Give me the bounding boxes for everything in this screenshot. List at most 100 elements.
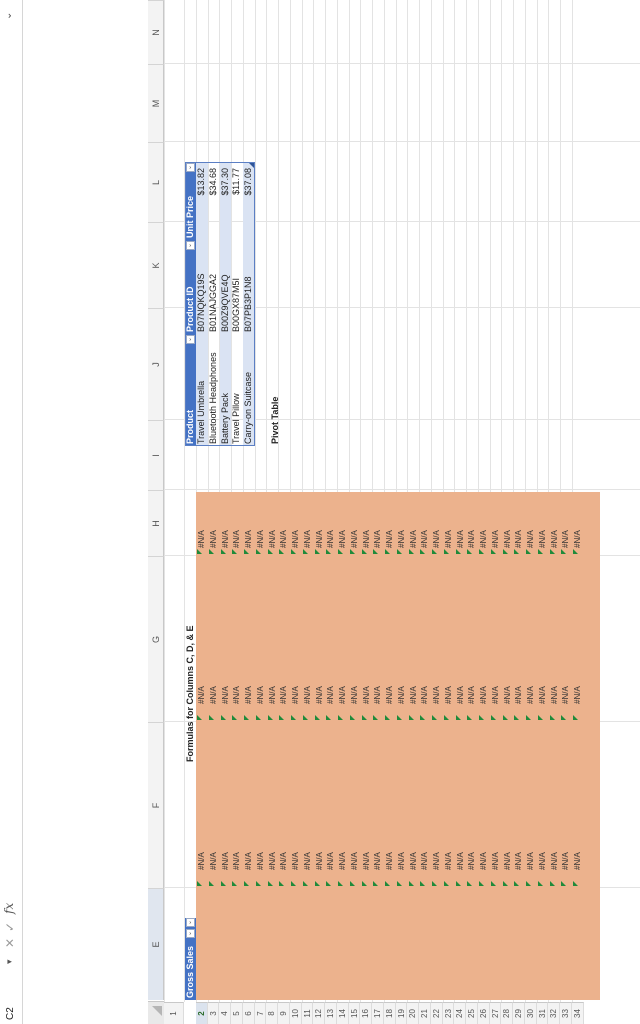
na-cell[interactable]: #N/A (432, 852, 441, 870)
na-cell[interactable]: #N/A (302, 530, 312, 548)
na-cell[interactable]: #N/A (455, 530, 465, 548)
na-cell[interactable]: #N/A (267, 686, 277, 704)
na-cell[interactable]: #N/A (314, 530, 324, 548)
na-cell[interactable]: #N/A (408, 686, 418, 704)
na-cell[interactable]: #N/A (255, 530, 265, 548)
column-header-j[interactable]: J (148, 308, 164, 420)
na-cell[interactable]: #N/A (396, 686, 406, 704)
na-cell[interactable]: #N/A (561, 530, 571, 548)
na-cell[interactable]: #N/A (537, 852, 547, 870)
row-header-2[interactable]: 2 (195, 1002, 208, 1024)
row-header-10[interactable]: 10 (289, 1002, 302, 1024)
na-cell[interactable]: #N/A (373, 686, 383, 704)
na-cell[interactable]: #N/A (267, 530, 277, 548)
na-cell[interactable]: #N/A (408, 852, 418, 870)
name-box[interactable]: C2 (5, 1007, 16, 1020)
column-header-g[interactable]: G (148, 556, 164, 722)
na-cell[interactable]: #N/A (291, 686, 300, 704)
na-cell[interactable]: #N/A (373, 530, 383, 548)
na-cell[interactable]: #N/A (255, 686, 265, 704)
na-cell[interactable]: #N/A (279, 686, 289, 704)
row-header-6[interactable]: 6 (242, 1002, 255, 1024)
na-cell[interactable]: #N/A (396, 530, 406, 548)
na-cell[interactable]: #N/A (326, 530, 336, 548)
na-cell[interactable]: #N/A (479, 686, 488, 704)
row-header-12[interactable]: 12 (313, 1002, 325, 1024)
na-cell[interactable]: #N/A (432, 530, 441, 548)
na-cell[interactable]: #N/A (244, 530, 253, 548)
na-cell[interactable]: #N/A (291, 530, 300, 548)
na-cell[interactable]: #N/A (490, 686, 500, 704)
column-header-f[interactable]: F (148, 722, 164, 888)
na-cell[interactable]: #N/A (526, 530, 535, 548)
row-header-13[interactable]: 13 (325, 1002, 337, 1024)
row-header-8[interactable]: 8 (266, 1002, 278, 1024)
na-cell[interactable]: #N/A (537, 530, 547, 548)
enter-icon[interactable]: ✓ (3, 921, 17, 932)
na-cell[interactable]: #N/A (514, 852, 524, 870)
na-cell[interactable]: #N/A (208, 530, 218, 548)
row-header-9[interactable]: 9 (278, 1002, 290, 1024)
na-cell[interactable]: #N/A (267, 852, 277, 870)
table-resize-handle-icon[interactable] (248, 163, 254, 168)
na-cell[interactable]: #N/A (455, 686, 465, 704)
na-cell[interactable]: #N/A (314, 852, 324, 870)
na-cell[interactable]: #N/A (502, 686, 512, 704)
na-cell[interactable]: #N/A (549, 530, 559, 548)
column-header-n[interactable]: N (148, 0, 164, 64)
na-cell[interactable]: #N/A (385, 530, 394, 548)
na-cell[interactable]: #N/A (443, 686, 453, 704)
na-cell[interactable]: #N/A (537, 686, 547, 704)
na-cell[interactable]: #N/A (526, 852, 535, 870)
na-cell[interactable]: #N/A (291, 852, 300, 870)
row-header-24[interactable]: 24 (454, 1002, 466, 1024)
row-header-3[interactable]: 3 (207, 1002, 220, 1024)
na-cell[interactable]: #N/A (385, 852, 394, 870)
row-header-14[interactable]: 14 (336, 1002, 349, 1024)
filter-dropdown-icon[interactable]: ⌄ (186, 918, 195, 927)
na-cell[interactable]: #N/A (573, 852, 582, 870)
na-cell[interactable]: #N/A (314, 686, 324, 704)
na-cell[interactable]: #N/A (549, 852, 559, 870)
row-header-18[interactable]: 18 (383, 1002, 396, 1024)
row-header-33[interactable]: 33 (560, 1002, 572, 1024)
na-cell[interactable]: #N/A (208, 686, 218, 704)
na-cell[interactable]: #N/A (232, 530, 242, 548)
cancel-icon[interactable]: ✕ (3, 937, 17, 948)
na-cell[interactable]: #N/A (420, 530, 430, 548)
formula-input[interactable] (2, 36, 20, 896)
na-cell[interactable]: #N/A (302, 686, 312, 704)
na-cell[interactable]: #N/A (338, 852, 347, 870)
row-header-31[interactable]: 31 (536, 1002, 549, 1024)
row-header-4[interactable]: 4 (219, 1002, 231, 1024)
row-header-23[interactable]: 23 (442, 1002, 455, 1024)
na-cell[interactable]: #N/A (361, 686, 371, 704)
na-cell[interactable]: #N/A (420, 686, 430, 704)
na-cell[interactable]: #N/A (373, 852, 383, 870)
row-header-11[interactable]: 11 (301, 1002, 314, 1024)
na-cell[interactable]: #N/A (326, 852, 336, 870)
row-header-25[interactable]: 25 (466, 1002, 478, 1024)
column-header-l[interactable]: L (148, 142, 164, 222)
column-header-i[interactable]: I (148, 420, 164, 490)
na-cell[interactable]: #N/A (408, 530, 418, 548)
na-cell[interactable]: #N/A (573, 530, 582, 548)
na-cell[interactable]: #N/A (573, 686, 582, 704)
na-cell[interactable]: #N/A (279, 852, 289, 870)
row-header-5[interactable]: 5 (231, 1002, 243, 1024)
na-cell[interactable]: #N/A (361, 530, 371, 548)
na-cell[interactable]: #N/A (361, 852, 371, 870)
na-cell[interactable]: #N/A (526, 686, 535, 704)
na-cell[interactable]: #N/A (467, 530, 477, 548)
na-cell[interactable]: #N/A (338, 686, 347, 704)
row-header-28[interactable]: 28 (501, 1002, 513, 1024)
na-cell[interactable]: #N/A (220, 852, 230, 870)
na-cell[interactable]: #N/A (279, 530, 289, 548)
na-cell[interactable]: #N/A (443, 530, 453, 548)
na-cell[interactable]: #N/A (220, 530, 230, 548)
row-header-7[interactable]: 7 (254, 1002, 267, 1024)
na-cell[interactable]: #N/A (349, 686, 359, 704)
na-cell[interactable]: #N/A (349, 530, 359, 548)
row-header-20[interactable]: 20 (407, 1002, 419, 1024)
chevron-down-icon[interactable]: ▾ (4, 959, 14, 964)
